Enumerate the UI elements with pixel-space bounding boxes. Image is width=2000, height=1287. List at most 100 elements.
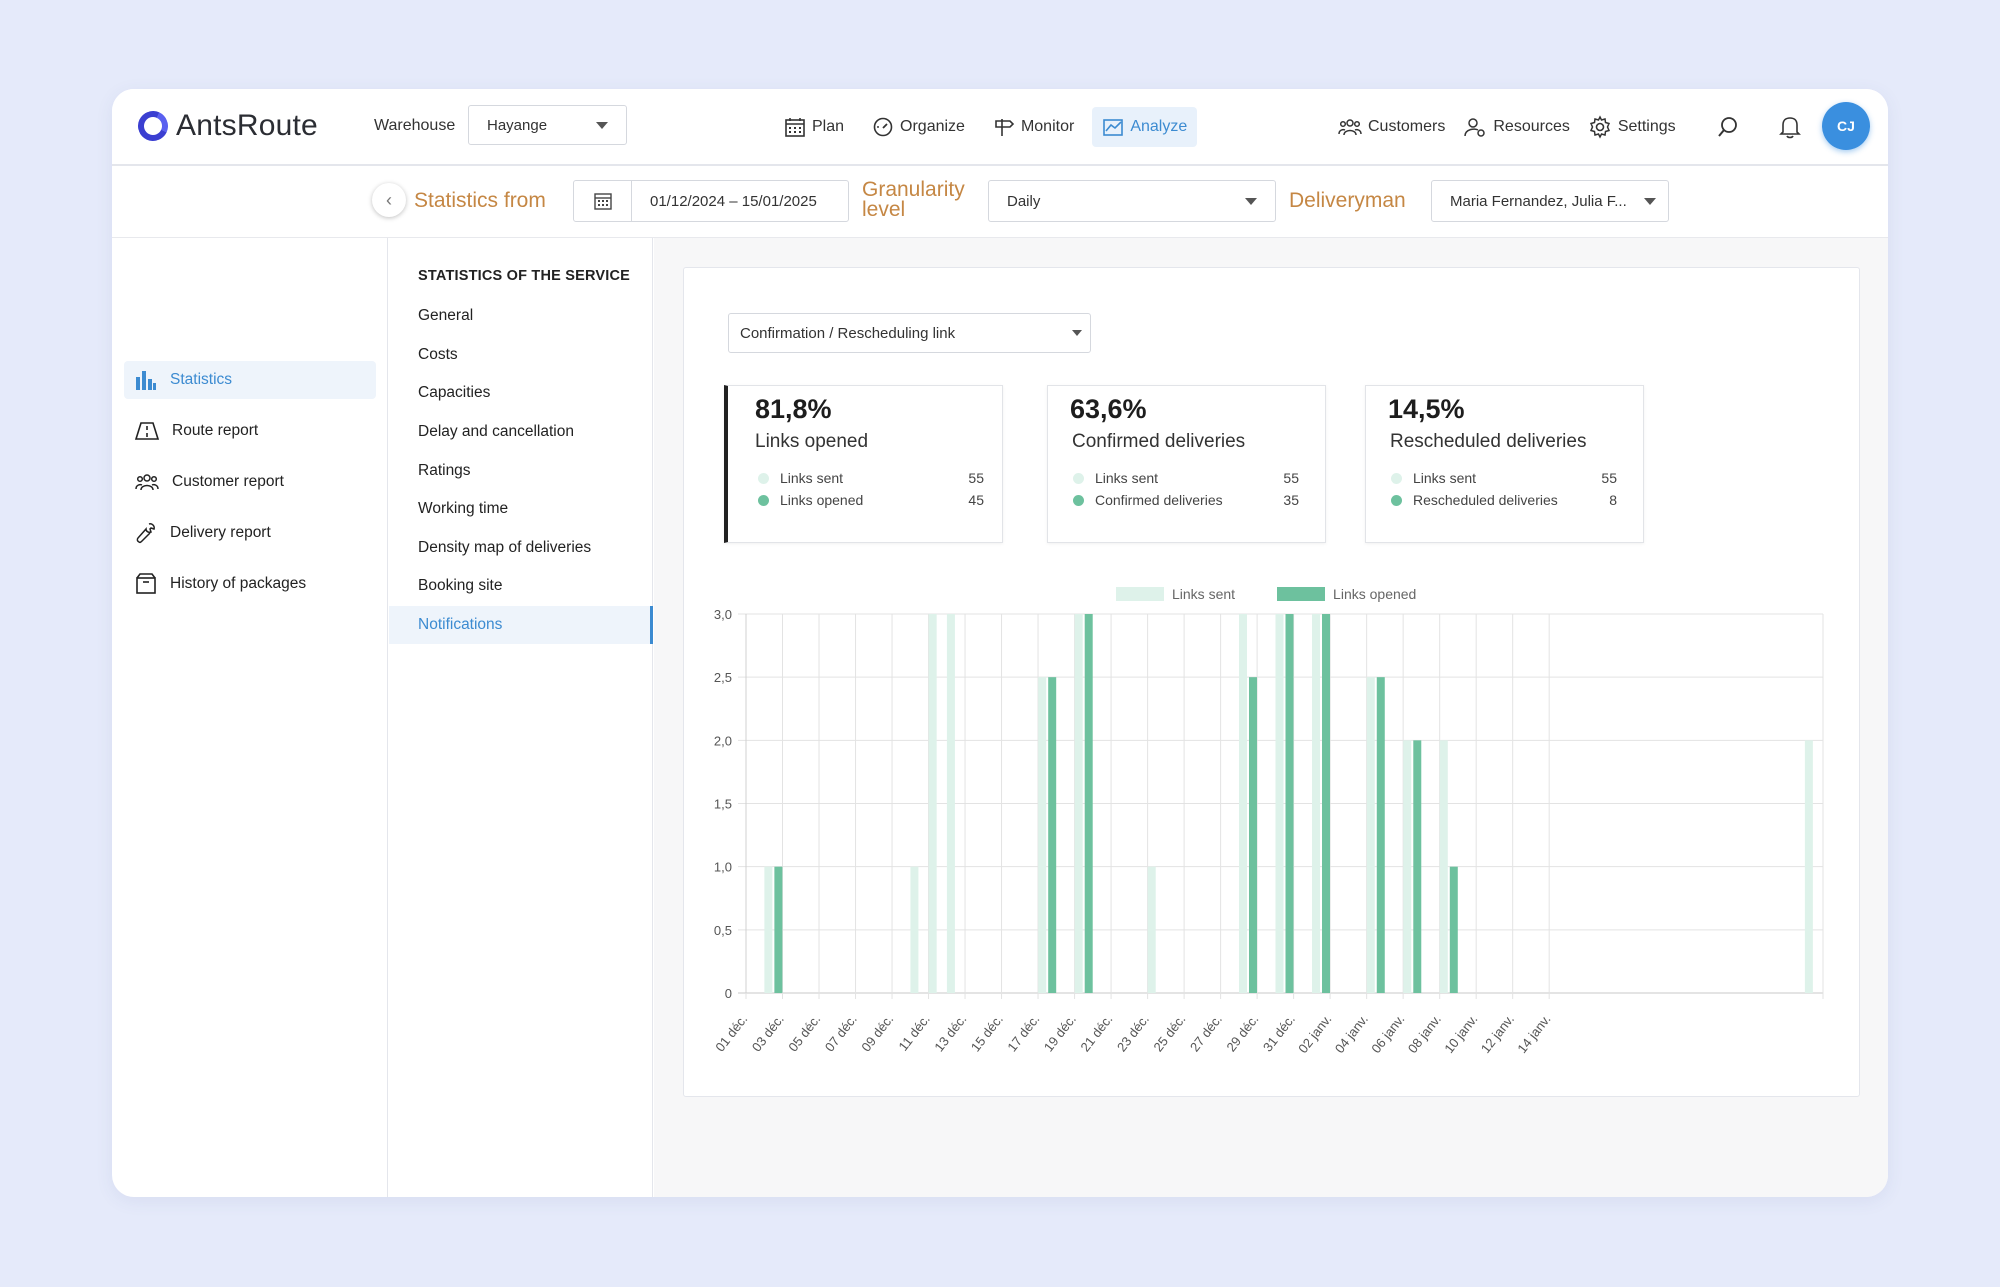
logo[interactable]: AntsRoute [133, 106, 318, 146]
stat-card-percent: 81,8% [755, 394, 832, 424]
nav-organize[interactable]: Organize [862, 107, 975, 147]
sidebar-menu: Statistics Route report Customer report … [124, 361, 376, 616]
nav-organize-label: Organize [900, 118, 965, 135]
deliveryman-select[interactable]: Maria Fernandez, Julia F... [1431, 180, 1669, 222]
granularity-label-line2: level [862, 198, 906, 221]
x-tick-label: 07 déc. [822, 1012, 860, 1055]
notifications-button[interactable] [1770, 107, 1810, 147]
stat-row-value: 55 [1283, 470, 1299, 486]
stat-card-rescheduled-deliveries: 14,5% Rescheduled deliveries Links sent 5… [1365, 385, 1644, 543]
x-tick-label: 29 déc. [1223, 1012, 1261, 1055]
people-icon [135, 474, 159, 491]
bell-icon [1778, 117, 1801, 139]
legend-label: Links opened [1333, 586, 1417, 602]
nav-monitor[interactable]: Monitor [983, 107, 1084, 147]
legend-item-links-sent[interactable]: Links sent [1116, 586, 1235, 602]
stat-row-label: Rescheduled deliveries [1413, 492, 1558, 508]
legend-dot-green [1391, 494, 1402, 506]
stat-row-label: Links opened [780, 492, 864, 508]
collapse-sidebar-button[interactable]: ‹ [372, 183, 406, 217]
x-tick-label: 14 janv. [1514, 1012, 1553, 1056]
bar-chart-icon [136, 371, 156, 390]
warehouse-label: Warehouse [374, 117, 456, 134]
x-tick-label: 23 déc. [1114, 1012, 1152, 1055]
bar-links-opened [1084, 614, 1093, 993]
stat-card-title: Rescheduled deliveries [1390, 431, 1587, 452]
x-tick-label: 06 janv. [1368, 1012, 1407, 1056]
x-tick-label: 08 janv. [1405, 1012, 1444, 1056]
sidebar-item-label: Delivery report [170, 524, 271, 541]
bar-links-opened [1048, 677, 1057, 993]
x-tick-label: 11 déc. [895, 1012, 932, 1054]
notifications-bar-chart: 0 0,5 1,0 1,5 2,0 2,5 3,0 01 déc.03 déc.05 déc.… [712, 607, 1824, 1056]
submenu-item-delay-and-cancellation[interactable]: Delay and cancellation [418, 423, 574, 441]
bar-links-sent [1147, 866, 1156, 993]
sidebar-item-customer-report[interactable]: Customer report [124, 463, 376, 501]
stat-row-label: Links sent [780, 470, 844, 486]
nav-customers[interactable]: Customers [1334, 107, 1449, 147]
sidebar-item-label: History of packages [170, 575, 307, 592]
x-tick-label: 01 déc. [712, 1012, 750, 1055]
granularity-label: Granularity [862, 178, 965, 201]
stat-card-row: Links sent 55 [1391, 470, 1617, 486]
granularity-select[interactable]: Daily [988, 180, 1276, 222]
x-tick-label: 12 janv. [1478, 1012, 1517, 1056]
nav-settings[interactable]: Settings [1584, 107, 1680, 147]
stat-card-row: Links opened 45 [758, 492, 984, 508]
legend-item-links-opened[interactable]: Links opened [1277, 586, 1416, 602]
bar-links-sent [928, 614, 937, 993]
stat-row-value: 55 [1601, 470, 1617, 486]
sidebar-item-delivery-report[interactable]: Delivery report [124, 514, 376, 552]
submenu-item-ratings[interactable]: Ratings [418, 461, 471, 479]
x-tick-label: 31 déc. [1260, 1012, 1298, 1055]
sidebar-item-route-report[interactable]: Route report [124, 412, 376, 450]
granularity-value: Daily [1007, 192, 1041, 210]
deliveryman-label: Deliveryman [1289, 189, 1406, 212]
nav-settings-label: Settings [1617, 118, 1676, 135]
chart-icon [1103, 119, 1124, 136]
warehouse-select[interactable]: Hayange [468, 105, 627, 145]
x-tick-label: 21 déc. [1077, 1012, 1115, 1055]
x-tick-label: 09 déc. [858, 1012, 896, 1055]
statistics-from-label: Statistics from [414, 189, 546, 212]
bar-links-sent [764, 866, 773, 993]
stat-row-value: 45 [968, 492, 984, 508]
people-icon [1338, 119, 1362, 136]
legend-dot-light [1391, 472, 1402, 484]
submenu-item-capacities[interactable]: Capacities [418, 384, 491, 402]
nav-resources[interactable]: Resources [1459, 107, 1573, 147]
bar-links-sent [1804, 740, 1813, 993]
chart-legend: Links sent Links opened [1116, 586, 1416, 602]
y-tick-label: 2,0 [714, 733, 732, 748]
sidebar-item-history-of-packages[interactable]: History of packages [124, 565, 376, 603]
x-tick-label: 04 janv. [1332, 1012, 1371, 1056]
x-tick-label: 25 déc. [1150, 1012, 1188, 1055]
nav-analyze[interactable]: Analyze [1092, 107, 1198, 147]
x-tick-label: 02 janv. [1295, 1012, 1334, 1056]
submenu-item-density-map-of-deliveries[interactable]: Density map of deliveries [418, 538, 592, 556]
report-type-select[interactable]: Confirmation / Rescheduling link [728, 313, 1091, 353]
chevron-down-icon [1644, 198, 1656, 205]
submenu-item-working-time[interactable]: Working time [418, 500, 509, 518]
search-button[interactable] [1708, 107, 1748, 147]
submenu-item-booking-site[interactable]: Booking site [418, 577, 503, 595]
submenu-item-costs[interactable]: Costs [418, 345, 458, 363]
nav-plan[interactable]: Plan [774, 107, 854, 147]
sidebar-item-label: Route report [172, 422, 259, 439]
user-avatar[interactable]: CJ [1822, 102, 1870, 150]
legend-dot-green [1073, 494, 1084, 506]
submenu-item-notifications[interactable]: Notifications [389, 605, 653, 645]
signpost-icon [995, 119, 1015, 136]
secondary-nav: Customers Resources Settings [1334, 107, 1810, 147]
stat-card-title: Links opened [755, 431, 869, 452]
warehouse-value: Hayange [487, 116, 548, 134]
date-range-picker[interactable]: 01/12/2024 – 15/01/2025 [573, 180, 849, 222]
statistics-submenu: STATISTICS OF THE SERVICE General Costs Ca… [389, 238, 653, 1197]
notifications-panel: Confirmation / Rescheduling link 81,8% L… [683, 267, 1860, 1097]
date-range-value: 01/12/2024 – 15/01/2025 [650, 192, 817, 210]
bar-links-sent [1312, 614, 1321, 993]
legend-swatch [1277, 587, 1326, 601]
report-type-value: Confirmation / Rescheduling link [740, 324, 956, 342]
submenu-item-general[interactable]: General [418, 307, 474, 325]
sidebar-item-statistics[interactable]: Statistics [124, 361, 376, 399]
